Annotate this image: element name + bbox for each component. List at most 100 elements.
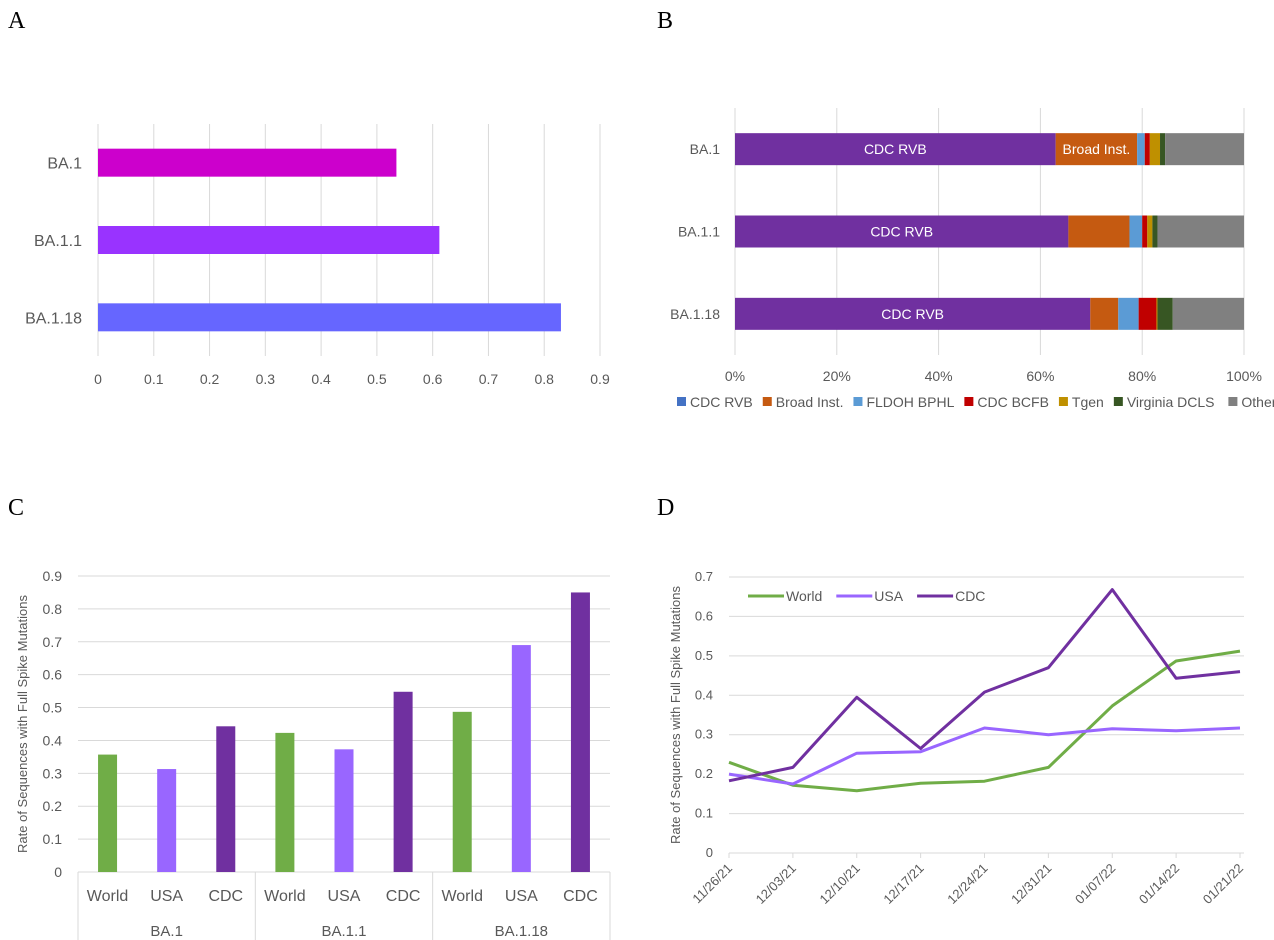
bar-ba-1-1-others [1157, 216, 1244, 248]
category-label: BA.1.1 [34, 233, 82, 250]
legend-swatch-others [1228, 397, 1237, 406]
panel-label-d: D [657, 495, 674, 521]
bar-ba-1-cdc-bcfb [1145, 133, 1150, 165]
y-tick-label: 0.4 [695, 687, 713, 702]
legend-swatch-cdc-bcfb [964, 397, 973, 406]
legend-label-others: Others [1241, 394, 1274, 410]
y-axis-title: Rate of Sequences with Full Spike Mutati… [15, 595, 30, 853]
bar-ba-1-1-broad-inst [1068, 216, 1129, 248]
legend-swatch-virginia-dcls [1114, 397, 1123, 406]
legend-swatch-tgen [1059, 397, 1068, 406]
y-tick-label: 0.8 [43, 601, 63, 617]
bar-ba-1-1-usa [335, 749, 354, 872]
x-tick-label: 12/17/21 [880, 861, 926, 907]
series-line-usa [729, 728, 1240, 784]
bar-ba-1-18-tgen [1156, 298, 1157, 330]
bar-ba-1 [98, 149, 396, 177]
category-label: BA.1.18 [670, 306, 720, 322]
bar-data-label: CDC RVB [870, 224, 933, 240]
bar-ba-1-1 [98, 226, 439, 254]
x-group-label: BA.1.1 [321, 923, 366, 940]
chart-b: 0% 20% 40% 60% 80% 100% CDC RVB Broad Inst. BA.1… [670, 108, 1274, 410]
x-tick-label: 20% [823, 368, 851, 384]
y-axis-title: Rate of Sequences with Full Spike Mutati… [668, 586, 683, 844]
x-tick-label: 0.8 [534, 371, 554, 387]
series-line-cdc [729, 590, 1240, 781]
bar-ba-1-1-world [275, 733, 294, 872]
y-tick-label: 0.9 [43, 568, 63, 584]
bar-ba-1-world [98, 755, 117, 872]
panel-label-c: C [8, 495, 24, 521]
x-subcategory-label: CDC [208, 888, 243, 905]
x-subcategory-label: World [87, 888, 129, 905]
bar-ba-1-1-fldoh-bphl [1129, 216, 1142, 248]
bar-ba-1-tgen [1150, 133, 1160, 165]
bar-data-label: Broad Inst. [1063, 141, 1131, 157]
bar-ba-1-1-virginia-dcls [1152, 216, 1157, 248]
x-tick-label: 0 [94, 371, 102, 387]
x-tick-label: 01/14/22 [1136, 861, 1182, 907]
category-label: BA.1 [47, 156, 82, 173]
x-subcategory-label: CDC [386, 888, 421, 905]
x-tick-label: 0.3 [256, 371, 276, 387]
legend-swatch-broad-inst [763, 397, 772, 406]
category-label: BA.1 [690, 141, 721, 157]
x-tick-label: 01/21/22 [1200, 861, 1246, 907]
y-tick-label: 0.7 [695, 569, 713, 584]
bar-ba-1-cdc [216, 726, 235, 872]
x-tick-label: 12/10/21 [816, 861, 862, 907]
category-label: BA.1.18 [25, 310, 82, 327]
legend-label-cdc-rvb: CDC RVB [690, 394, 753, 410]
legend-label-fldoh-bphl: FLDOH BPHL [866, 394, 954, 410]
bar-ba-1-1-tgen [1147, 216, 1152, 248]
panel-label-a: A [8, 8, 26, 34]
x-group-label: BA.1 [150, 923, 183, 940]
x-subcategory-label: World [441, 888, 483, 905]
bar-ba-1-usa [157, 769, 176, 872]
x-tick-label: 0.9 [590, 371, 610, 387]
chart-a: 0 0.1 0.2 0.3 0.4 0.5 0.6 0.7 0.8 0.9 BA.1 BA.1.1 BA… [25, 124, 610, 387]
y-tick-label: 0.5 [695, 648, 713, 663]
legend-swatch-fldoh-bphl [853, 397, 862, 406]
bar-ba-1-18-broad-inst [1090, 298, 1118, 330]
legend-swatch-cdc-rvb [677, 397, 686, 406]
bar-ba-1-18-fldoh-bphl [1118, 298, 1138, 330]
x-tick-label: 0.5 [367, 371, 387, 387]
bar-ba-1-18-cdc-bcfb [1139, 298, 1157, 330]
x-tick-label: 80% [1128, 368, 1156, 384]
legend-label-broad-inst: Broad Inst. [776, 394, 844, 410]
legend-label-cdc: CDC [955, 588, 985, 604]
legend-label-virginia-dcls: Virginia DCLS [1127, 394, 1215, 410]
legend-label-cdc-bcfb: CDC BCFB [977, 394, 1049, 410]
x-tick-label: 0.2 [200, 371, 220, 387]
x-subcategory-label: USA [328, 888, 361, 905]
bar-ba-1-18-world [453, 712, 472, 872]
category-label: BA.1.1 [678, 224, 720, 240]
legend-label-world: World [786, 588, 822, 604]
y-tick-label: 0 [54, 864, 62, 880]
bar-ba-1-18-virginia-dcls [1157, 298, 1172, 330]
x-tick-label: 12/24/21 [944, 861, 990, 907]
x-tick-label: 60% [1026, 368, 1054, 384]
x-subcategory-label: USA [150, 888, 183, 905]
chart-c: 00.10.20.30.40.50.60.70.80.9World USA CDCB… [15, 568, 610, 940]
legend-label-tgen: Tgen [1072, 394, 1104, 410]
bar-ba-1-1-cdc-bcfb [1142, 216, 1147, 248]
x-tick-label: 0.6 [423, 371, 443, 387]
y-tick-label: 0.3 [695, 727, 713, 742]
x-tick-label: 0% [725, 368, 745, 384]
y-tick-label: 0.7 [43, 634, 63, 650]
x-subcategory-label: USA [505, 888, 538, 905]
x-tick-label: 0.7 [479, 371, 499, 387]
bar-ba-1-18 [98, 303, 561, 331]
x-subcategory-label: World [264, 888, 306, 905]
bar-ba-1-18-cdc [571, 592, 590, 872]
y-tick-label: 0.4 [43, 732, 63, 748]
chart-d: 0 0.1 0.2 0.3 0.4 0.5 0.6 0.7 11/26/21 12/03/21 12… [668, 569, 1246, 907]
y-tick-label: 0.1 [695, 806, 713, 821]
bar-ba-1-1-cdc [394, 692, 413, 872]
y-tick-label: 0.6 [43, 667, 63, 683]
x-subcategory-label: CDC [563, 888, 598, 905]
y-tick-label: 0 [706, 845, 713, 860]
